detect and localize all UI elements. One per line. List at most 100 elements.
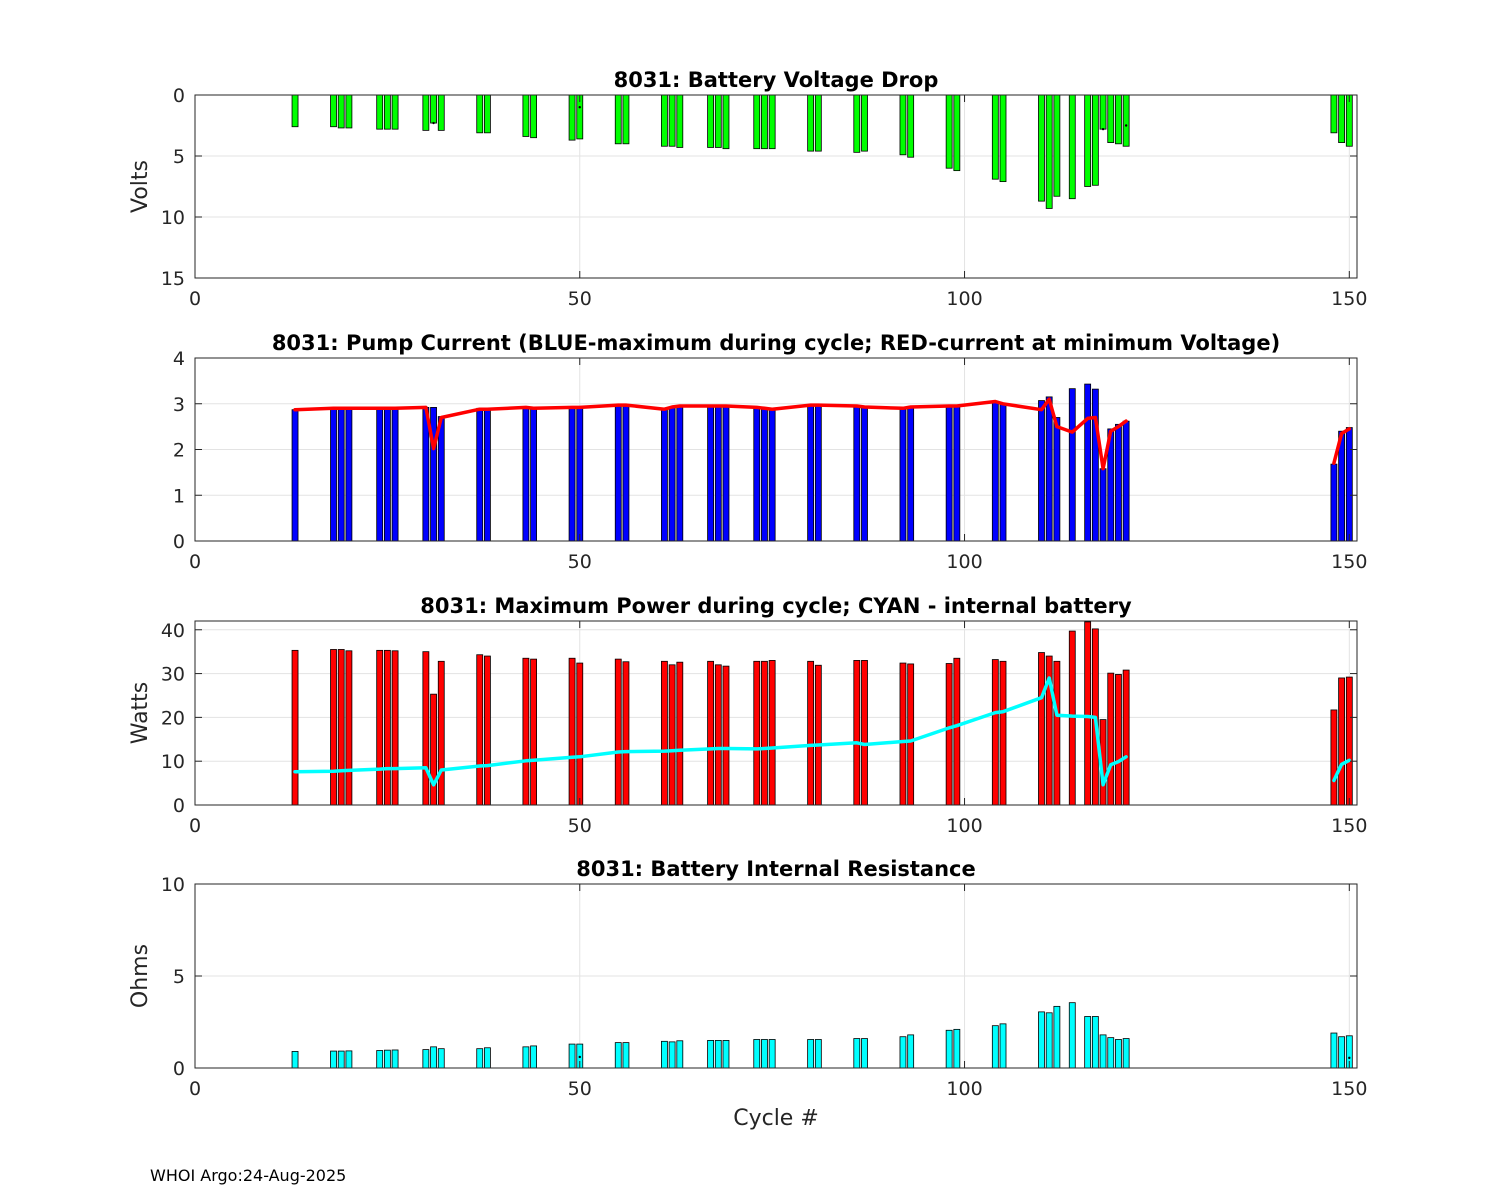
x-tick-label: 100 [946,1078,982,1100]
x-tick-label: 0 [189,1078,201,1100]
bar [1053,417,1061,542]
bar [1053,1005,1061,1069]
x-tick-label: 150 [1331,288,1367,310]
bar [753,407,761,542]
bar [953,1028,961,1069]
bar [522,407,530,542]
bar [668,94,676,147]
bar [614,658,622,806]
marker-dot [432,121,435,125]
y-tick-label: 5 [173,966,185,988]
bar [391,94,399,130]
bar [376,1050,384,1069]
bar [1099,94,1107,130]
bar [330,649,337,806]
bar [430,1046,437,1069]
bar [337,407,345,542]
bar [337,649,345,806]
y-tick-label: 1 [173,485,185,507]
bar [622,1042,630,1069]
bar [853,405,861,542]
bar [991,1025,999,1069]
bar [661,1040,668,1069]
x-tick-label: 100 [946,551,982,573]
bar [661,660,668,806]
y-tick-label: 10 [161,751,185,773]
bar [722,405,730,542]
bar [853,1038,861,1069]
bar [807,1039,815,1069]
bar [522,657,530,806]
bar [768,94,776,150]
bar [1084,1016,1092,1069]
y-tick-label: 0 [173,795,185,817]
marker-dot [578,1055,581,1059]
bar [391,650,399,806]
bar [1045,396,1053,542]
y-tick-label: 30 [161,664,185,686]
bar [576,407,584,542]
bar [1345,94,1353,147]
bar [530,1045,537,1069]
bar [330,94,337,128]
chart-title: 8031: Pump Current (BLUE-maximum during … [272,331,1280,355]
bar [861,660,868,806]
chart-title: 8031: Battery Voltage Drop [614,68,939,92]
bar [430,407,437,542]
bar [907,406,915,542]
bar [1099,468,1107,542]
bar [814,404,822,542]
x-tick-label: 50 [568,288,592,310]
bar [1099,1034,1107,1069]
bar [761,407,768,542]
bar [1115,94,1122,145]
bar [345,650,353,806]
bar [437,416,445,542]
bar [1122,669,1130,806]
bar [853,94,861,153]
chart-panel-1: 0 50 100 150 0 5 10 15 8031: Battery Voltage Dro… [128,68,1367,310]
bar [1338,94,1346,143]
bar [861,406,868,542]
x-tick-label: 50 [568,551,592,573]
bar [753,1039,761,1069]
bar [807,404,815,542]
bar [861,94,868,152]
bar [676,661,684,806]
bar [1107,672,1115,806]
bar [945,405,953,542]
bar [991,401,999,542]
y-tick-label: 3 [173,394,185,416]
marker-dot [1348,1056,1351,1060]
x-tick-label: 150 [1331,551,1367,573]
bar [1045,94,1053,209]
bar [614,1042,622,1069]
bar [714,664,722,806]
bar [437,660,445,806]
bar [676,94,684,148]
bar [1038,1011,1045,1069]
bar [814,1039,822,1069]
bar [484,407,491,542]
y-tick-label: 40 [161,620,185,642]
bar [899,94,907,156]
bar [899,407,907,542]
bar [1068,1002,1076,1069]
bar [1338,1036,1346,1069]
bar [991,94,999,180]
bar [1053,94,1061,197]
bar [1122,94,1130,147]
chart-title: 8031: Battery Internal Resistance [576,857,976,881]
bar [1115,423,1122,542]
bar [722,665,730,806]
bar [814,94,822,152]
bar [707,660,714,806]
bar [422,651,430,806]
bar [437,1048,445,1069]
bar [1084,383,1092,542]
x-tick-label: 0 [189,815,201,837]
bar [1091,388,1099,542]
chart-panel-4: 0 50 100 150 0 5 10 8031: Battery Internal Resi… [128,857,1367,1131]
bar [391,1049,399,1069]
bar [330,1050,337,1069]
